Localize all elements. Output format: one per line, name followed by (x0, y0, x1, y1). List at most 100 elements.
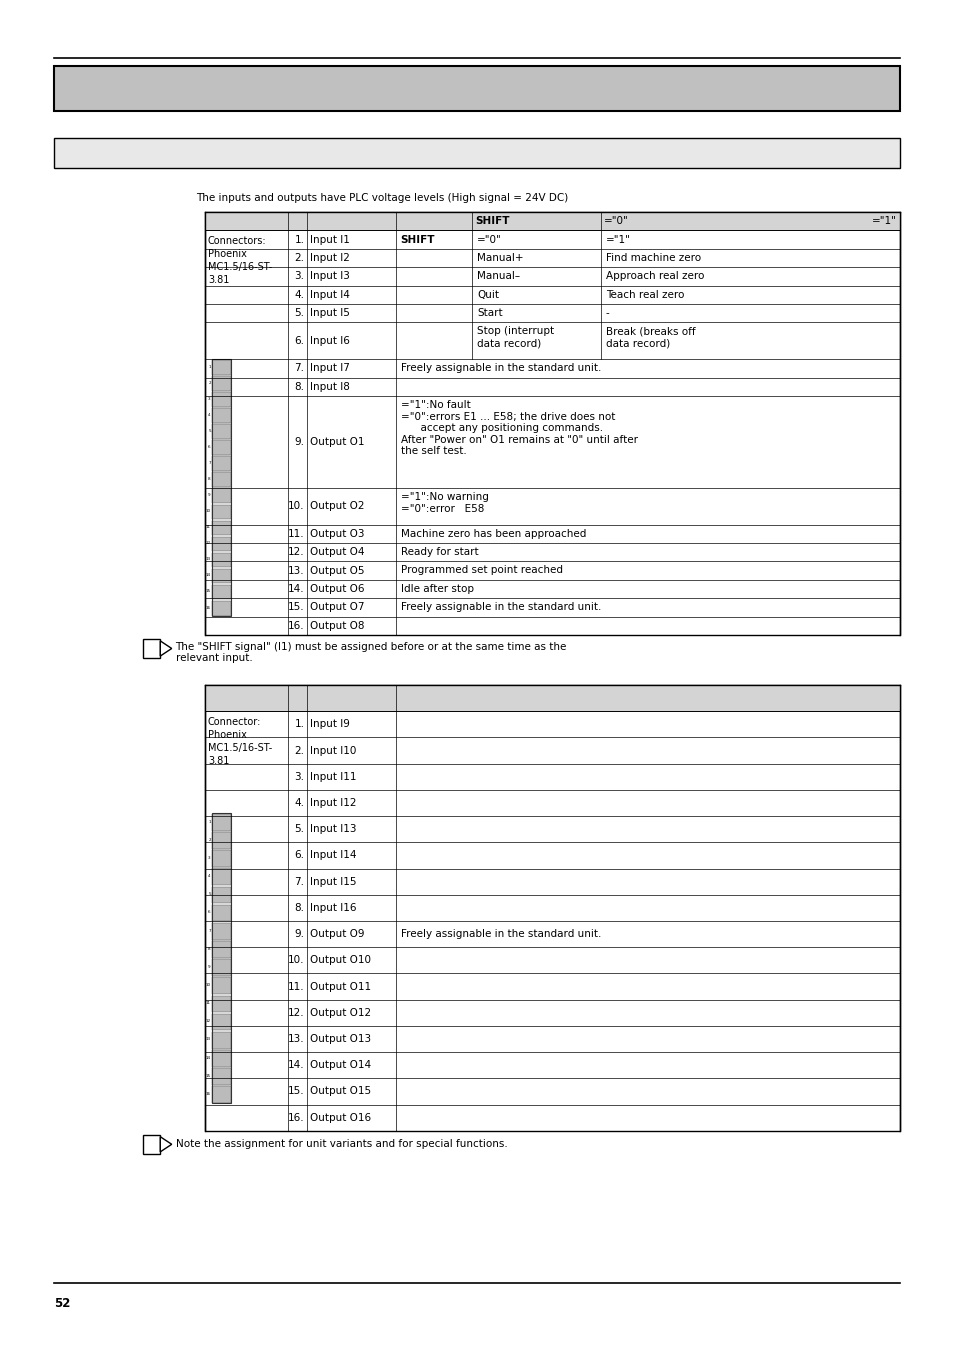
Text: 4.: 4. (294, 290, 304, 300)
Text: Output O11: Output O11 (310, 982, 371, 992)
Text: SHIFT: SHIFT (475, 216, 509, 227)
Text: 9: 9 (208, 493, 211, 497)
Bar (212, 440, 231, 455)
Bar (212, 923, 231, 939)
Text: 11: 11 (206, 526, 211, 530)
Text: 7: 7 (208, 461, 211, 465)
Text: ="1":No fault
="0":errors E1 ... E58; the drive does not
      accept any positi: ="1":No fault ="0":errors E1 ... E58; th… (400, 400, 637, 457)
Text: 7: 7 (208, 928, 211, 932)
Text: Find machine zero: Find machine zero (605, 253, 700, 263)
Text: 12: 12 (206, 542, 211, 546)
Text: 1: 1 (208, 365, 211, 369)
Bar (212, 359, 231, 616)
Bar (212, 996, 231, 1012)
Text: Manual+: Manual+ (476, 253, 523, 263)
Text: ="0": ="0" (476, 235, 501, 245)
Text: 8.: 8. (294, 902, 304, 913)
Bar (54, 138, 899, 168)
Text: Machine zero has been approached: Machine zero has been approached (400, 528, 585, 539)
Text: 9.: 9. (294, 436, 304, 447)
Text: 11: 11 (206, 1001, 211, 1005)
Bar (212, 886, 231, 904)
Text: 16: 16 (206, 1092, 211, 1096)
Text: 10.: 10. (288, 955, 304, 966)
Text: Output O10: Output O10 (310, 955, 371, 966)
Text: 2: 2 (208, 381, 211, 385)
Text: Output O12: Output O12 (310, 1008, 371, 1017)
Bar (212, 473, 231, 488)
Text: 15.: 15. (288, 1086, 304, 1097)
Text: Input I5: Input I5 (310, 308, 350, 319)
Text: Input I7: Input I7 (310, 363, 350, 373)
Bar (212, 520, 231, 535)
Bar (212, 942, 231, 958)
Bar (212, 569, 231, 584)
Text: Input I2: Input I2 (310, 253, 350, 263)
Text: 4.: 4. (294, 798, 304, 808)
Text: Connector:
Phoenix
MC1.5/16-ST-
3.81: Connector: Phoenix MC1.5/16-ST- 3.81 (208, 716, 272, 766)
Text: 14.: 14. (288, 1061, 304, 1070)
Bar (205, 212, 899, 231)
Text: 10: 10 (206, 984, 211, 988)
Text: 6: 6 (208, 444, 211, 449)
Text: Output O6: Output O6 (310, 584, 364, 594)
Text: Input I10: Input I10 (310, 746, 356, 755)
Text: Input I3: Input I3 (310, 272, 350, 281)
Bar (212, 585, 231, 600)
Text: 11.: 11. (288, 528, 304, 539)
Text: 15: 15 (206, 1074, 211, 1078)
Text: ="1":No warning
="0":error   E58: ="1":No warning ="0":error E58 (400, 492, 488, 513)
Text: 6.: 6. (294, 336, 304, 346)
Text: Input I12: Input I12 (310, 798, 356, 808)
Text: 12: 12 (206, 1019, 211, 1023)
Text: Input I9: Input I9 (310, 719, 350, 730)
Text: 5: 5 (208, 892, 211, 896)
Text: 3.: 3. (294, 771, 304, 782)
Text: 5.: 5. (294, 824, 304, 834)
Text: Approach real zero: Approach real zero (605, 272, 703, 281)
Bar (205, 685, 899, 1131)
Text: Output O3: Output O3 (310, 528, 364, 539)
Text: 15: 15 (206, 589, 211, 593)
Bar (212, 1069, 231, 1085)
Text: 8: 8 (208, 947, 211, 951)
Text: Idle after stop: Idle after stop (400, 584, 474, 594)
Text: Input I1: Input I1 (310, 235, 350, 245)
Text: 7.: 7. (294, 877, 304, 886)
Bar (212, 489, 231, 503)
Bar (143, 1135, 160, 1154)
Text: 12.: 12. (288, 1008, 304, 1017)
Text: Output O4: Output O4 (310, 547, 364, 557)
Bar (212, 457, 231, 471)
Text: Freely assignable in the standard unit.: Freely assignable in the standard unit. (400, 603, 600, 612)
Text: 6: 6 (208, 911, 211, 915)
Text: Teach real zero: Teach real zero (605, 289, 683, 300)
Text: 2.: 2. (294, 253, 304, 263)
Text: Stop (interrupt
data record): Stop (interrupt data record) (476, 327, 554, 349)
Text: 14: 14 (206, 1055, 211, 1059)
Text: 10.: 10. (288, 501, 304, 511)
Bar (212, 376, 231, 390)
Bar (212, 1032, 231, 1048)
Text: 1.: 1. (294, 235, 304, 245)
Text: Input I6: Input I6 (310, 336, 350, 346)
Bar (212, 977, 231, 994)
Text: 7.: 7. (294, 363, 304, 373)
Text: Input I11: Input I11 (310, 771, 356, 782)
Bar (143, 639, 160, 658)
Bar (212, 536, 231, 551)
Text: Output O8: Output O8 (310, 620, 364, 631)
Bar (212, 504, 231, 519)
Bar (212, 1050, 231, 1067)
Text: 4: 4 (208, 874, 211, 878)
Text: ="1": ="1" (871, 216, 896, 227)
Bar (54, 66, 899, 111)
Text: Input I13: Input I13 (310, 824, 356, 834)
Text: 12.: 12. (288, 547, 304, 557)
Text: Output O2: Output O2 (310, 501, 364, 511)
Text: Output O16: Output O16 (310, 1113, 371, 1123)
Text: Freely assignable in the standard unit.: Freely assignable in the standard unit. (400, 363, 600, 373)
Text: 6.: 6. (294, 850, 304, 861)
Text: Output O13: Output O13 (310, 1034, 371, 1044)
Text: 16.: 16. (288, 620, 304, 631)
